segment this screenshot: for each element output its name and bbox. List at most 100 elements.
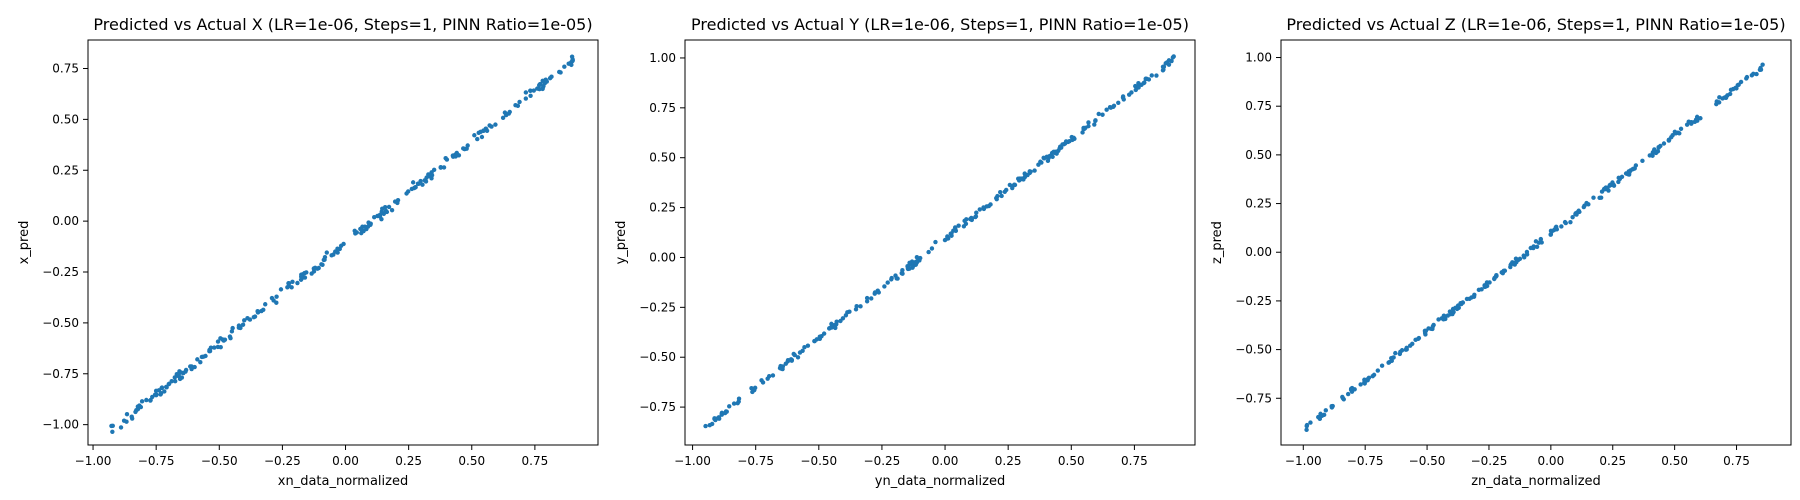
scatter-point xyxy=(153,388,159,394)
scatter-point xyxy=(1120,95,1126,100)
scatter-point xyxy=(805,343,811,348)
scatter-point xyxy=(1032,168,1037,173)
scatter-point xyxy=(517,99,522,105)
scatter-point xyxy=(502,110,508,115)
scatter-point xyxy=(358,226,363,232)
scatter-point xyxy=(913,262,918,267)
chart-panel-0: −1.00 −0.75 −0.50 −0.25 0.00 0.25 0.50 0.75 −1.0… xyxy=(17,15,599,489)
y-tick-label: 0.75 xyxy=(1245,99,1272,113)
scatter-point xyxy=(255,308,260,314)
scatter-point xyxy=(1500,269,1505,275)
scatter-point xyxy=(158,392,163,397)
scatter-point xyxy=(864,299,870,304)
scatter-point xyxy=(895,276,900,281)
scatter-point xyxy=(528,93,533,98)
scatter-point xyxy=(1653,150,1659,156)
scatter-point xyxy=(1430,324,1436,329)
scatter-point xyxy=(1366,375,1372,381)
scatter-point xyxy=(840,316,846,321)
scatter-point xyxy=(1605,185,1610,191)
scatter-point xyxy=(800,348,805,353)
scatter-point xyxy=(1584,200,1589,206)
scatter-point xyxy=(1069,134,1074,140)
scatter-point xyxy=(1116,100,1121,105)
scatter-point xyxy=(1445,313,1451,318)
scatter-point xyxy=(176,373,181,378)
y-tick-label: 0.50 xyxy=(1245,148,1272,162)
scatter-series xyxy=(703,54,1176,429)
scatter-point xyxy=(914,258,920,264)
scatter-point xyxy=(1304,427,1309,433)
scatter-point xyxy=(1677,131,1682,136)
scatter-point xyxy=(1673,131,1679,136)
scatter-point xyxy=(557,69,562,75)
scatter-point xyxy=(261,307,266,312)
y-tick-label: 0.75 xyxy=(52,61,79,75)
scatter-point xyxy=(405,189,411,194)
scatter-point xyxy=(329,253,334,258)
scatter-point xyxy=(150,394,155,400)
scatter-point xyxy=(302,270,307,276)
scatter-point xyxy=(569,62,574,68)
scatter-point xyxy=(1751,71,1756,77)
scatter-point xyxy=(882,284,887,289)
scatter-point xyxy=(1022,171,1027,176)
scatter-point xyxy=(956,223,961,228)
scatter-point xyxy=(1464,296,1470,302)
scatter-point xyxy=(289,285,294,290)
scatter-point xyxy=(998,189,1003,195)
scatter-point xyxy=(834,319,839,324)
x-tick-label: 0.00 xyxy=(1537,454,1564,468)
scatter-point xyxy=(1562,219,1568,225)
scatter-point xyxy=(843,313,849,318)
scatter-point xyxy=(907,266,912,271)
scatter-point xyxy=(118,425,124,430)
scatter-point xyxy=(974,210,979,215)
scatter-point xyxy=(562,64,567,69)
scatter-point xyxy=(493,122,498,127)
scatter-point xyxy=(144,397,149,403)
scatter-point xyxy=(1744,76,1749,81)
scatter-point xyxy=(1548,228,1554,234)
x-tick-label: −0.25 xyxy=(864,454,901,468)
scatter-point xyxy=(1661,141,1667,146)
y-tick-label: 1.00 xyxy=(1245,51,1272,65)
scatter-point xyxy=(290,279,295,285)
scatter-point xyxy=(245,316,250,321)
scatter-point xyxy=(854,303,859,309)
scatter-point xyxy=(423,179,429,184)
scatter-point xyxy=(1133,83,1138,89)
scatter-point xyxy=(274,294,279,299)
scatter-point xyxy=(1362,380,1367,385)
scatter-point xyxy=(1403,347,1409,352)
scatter-point xyxy=(1538,236,1544,242)
scatter-point xyxy=(1136,85,1141,90)
x-axis-label: xn_data_normalized xyxy=(278,474,408,489)
scatter-point xyxy=(1086,120,1091,125)
scatter-point xyxy=(1316,414,1321,420)
scatter-point xyxy=(1591,195,1596,200)
scatter-point xyxy=(1512,260,1517,266)
x-tick-label: 0.00 xyxy=(332,454,359,468)
x-tick-label: −0.50 xyxy=(201,454,238,468)
x-tick-label: −0.75 xyxy=(737,454,774,468)
scatter-point xyxy=(1067,139,1072,144)
y-tick-label: 0.00 xyxy=(1245,245,1272,259)
scatter-point xyxy=(1092,122,1097,127)
scatter-point xyxy=(1104,107,1109,112)
scatter-point xyxy=(703,423,708,429)
scatter-point xyxy=(133,409,138,415)
scatter-point xyxy=(889,275,894,281)
scatter-point xyxy=(1133,87,1138,93)
scatter-point xyxy=(386,204,392,210)
x-tick-label: 0.25 xyxy=(395,454,422,468)
scatter-point xyxy=(872,291,877,296)
scatter-point xyxy=(827,326,832,331)
scatter-point xyxy=(1345,391,1351,397)
scatter-point xyxy=(295,280,300,286)
y-tick-label: −0.75 xyxy=(42,367,79,381)
y-tick-label: 0.25 xyxy=(52,163,79,177)
scatter-point xyxy=(719,411,724,417)
scatter-point xyxy=(1522,255,1527,260)
scatter-point xyxy=(1375,368,1381,373)
